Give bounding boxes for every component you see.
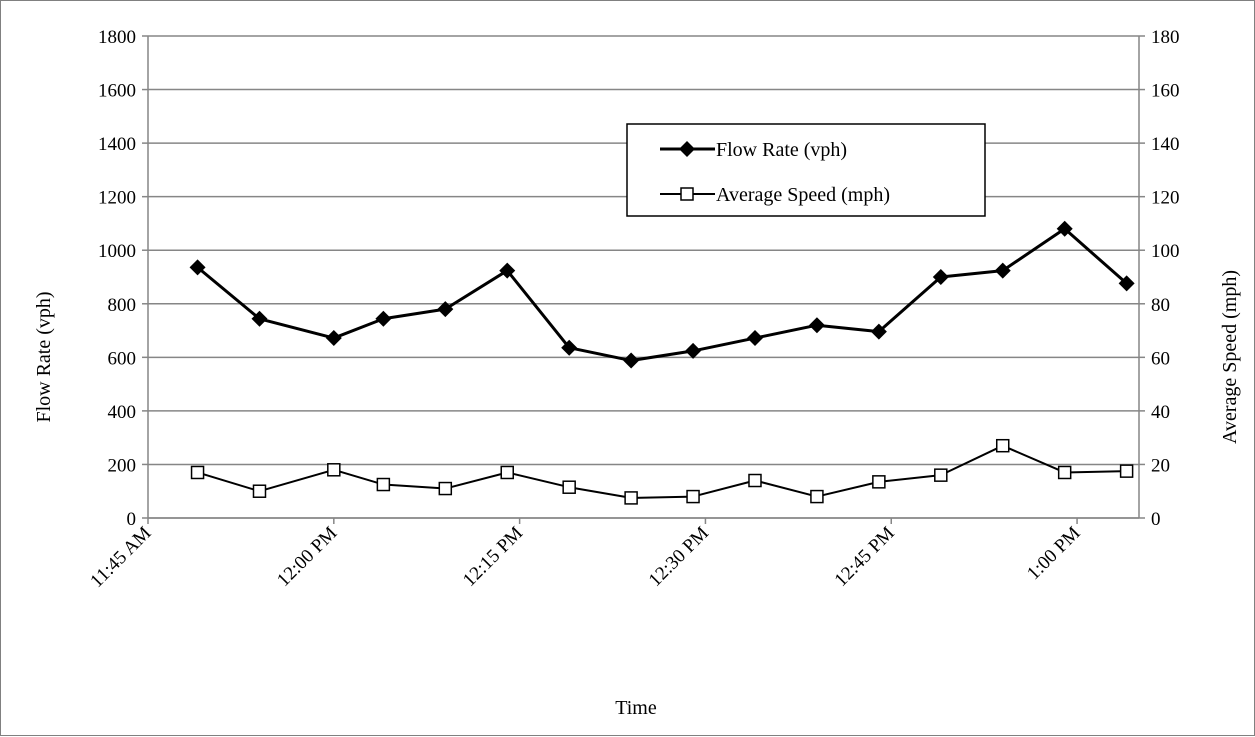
flow-rate-point: [499, 262, 516, 279]
y-tick-label: 1400: [98, 134, 136, 155]
y2-axis-title: Average Speed (mph): [1219, 270, 1241, 444]
average-speed-line: [197, 444, 1127, 499]
flow-rate-point: [325, 330, 342, 347]
legend-label-flow-rate: Flow Rate (vph): [716, 139, 847, 161]
y-tick-label: 0: [127, 509, 137, 530]
average-speed-point: [872, 475, 886, 489]
y2-tick-label: 120: [1151, 188, 1180, 209]
flow-rate-point: [375, 310, 392, 327]
y2-tick-label: 0: [1151, 509, 1161, 530]
y2-tick-label: 60: [1151, 348, 1170, 369]
y-tick-label: 800: [108, 295, 137, 316]
y2-tick-label: 140: [1151, 134, 1180, 155]
flow-rate-line: [196, 227, 1128, 363]
legend-marker-average-speed: [680, 187, 694, 201]
x-tick-label: 12:45 PM: [831, 523, 899, 591]
average-speed-point: [327, 463, 341, 477]
legend-marker-flow-rate: [679, 141, 695, 157]
average-speed-point: [438, 481, 453, 496]
flow-rate-point: [561, 339, 578, 356]
y-tick-label: 600: [108, 348, 137, 369]
average-speed-point: [1119, 464, 1134, 478]
average-speed-point: [934, 468, 948, 482]
flow-rate-point: [746, 330, 763, 347]
y-tick-label: 1600: [98, 81, 136, 102]
average-speed-point: [500, 465, 514, 480]
average-speed-point: [1057, 465, 1072, 480]
x-tick-label: 12:15 PM: [459, 523, 527, 591]
y2-tick-label: 20: [1151, 455, 1170, 476]
average-speed-point: [376, 477, 391, 492]
y-tick-label: 400: [108, 402, 137, 423]
y-tick-label: 1000: [98, 241, 136, 262]
legend-label-average-speed: Average Speed (mph): [716, 184, 890, 206]
average-speed-point: [686, 489, 700, 504]
average-speed-point: [252, 484, 267, 498]
flow-rate-point: [437, 301, 454, 318]
flow-rate-point: [994, 262, 1011, 279]
average-speed-point: [995, 438, 1010, 453]
average-speed-point: [562, 480, 576, 494]
flow-rate-point: [623, 352, 640, 369]
flow-rate-point: [932, 269, 949, 285]
x-tick-label: 12:30 PM: [645, 523, 713, 591]
y2-tick-label: 40: [1151, 402, 1170, 423]
flow-rate-point: [808, 317, 825, 334]
flow-rate-point: [1118, 275, 1135, 292]
flow-rate-point: [251, 310, 268, 327]
x-axis-title: Time: [615, 697, 657, 719]
average-speed-point: [624, 491, 638, 505]
y-axis-title: Flow Rate (vph): [33, 291, 55, 422]
flow-rate-point: [870, 323, 887, 340]
y-tick-label: 200: [108, 455, 137, 476]
average-speed-point: [190, 465, 205, 480]
y-tick-label: 1200: [98, 188, 136, 209]
x-tick-label: 12:00 PM: [273, 523, 341, 591]
y2-tick-label: 180: [1151, 27, 1180, 48]
flow-rate-point: [1056, 220, 1073, 237]
average-speed-point: [810, 489, 824, 504]
y2-tick-label: 80: [1151, 295, 1170, 316]
x-tick-label: 11:45 AM: [86, 523, 155, 592]
average-speed-point: [748, 473, 762, 488]
y2-tick-label: 100: [1151, 241, 1180, 262]
y2-tick-label: 160: [1151, 81, 1180, 102]
y-tick-label: 1800: [98, 27, 136, 48]
flow-rate-point: [189, 259, 206, 276]
x-tick-label: 1:00 PM: [1023, 523, 1085, 585]
flow-rate-point: [685, 342, 702, 359]
